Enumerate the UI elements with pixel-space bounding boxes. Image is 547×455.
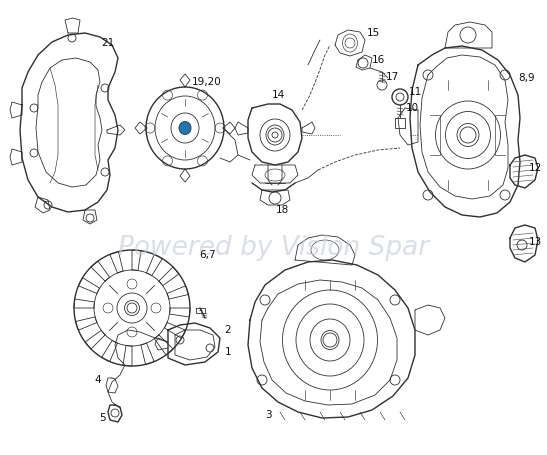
- Text: 21: 21: [101, 38, 115, 48]
- Text: 11: 11: [409, 87, 422, 97]
- Text: 5: 5: [98, 413, 106, 423]
- Text: 18: 18: [275, 205, 289, 215]
- Text: 8,9: 8,9: [519, 73, 536, 83]
- Text: Powered by Vision Spar: Powered by Vision Spar: [118, 235, 429, 261]
- Ellipse shape: [179, 121, 191, 135]
- Text: 14: 14: [271, 90, 284, 100]
- Text: 15: 15: [366, 28, 380, 38]
- Text: 2: 2: [225, 325, 231, 335]
- Circle shape: [272, 132, 278, 138]
- Circle shape: [396, 93, 404, 101]
- Text: 12: 12: [528, 163, 542, 173]
- Text: 19,20: 19,20: [192, 77, 222, 87]
- Text: 1: 1: [225, 347, 231, 357]
- Text: 10: 10: [405, 103, 418, 113]
- Text: 3: 3: [265, 410, 271, 420]
- Text: 6,7: 6,7: [200, 250, 216, 260]
- Text: 16: 16: [371, 55, 385, 65]
- Text: 4: 4: [95, 375, 101, 385]
- Text: 13: 13: [528, 237, 542, 247]
- Text: 17: 17: [386, 72, 399, 82]
